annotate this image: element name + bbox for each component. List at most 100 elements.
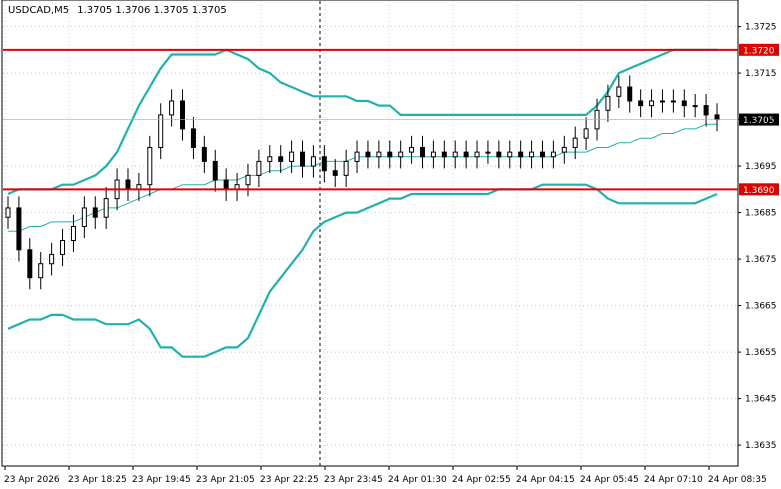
candle [616,75,622,108]
x-tick-label: 24 Apr 01:30 [388,475,447,485]
candle [518,140,524,169]
candle-body [649,100,655,107]
candle-body [289,151,295,162]
x-tick-label: 23 Apr 19:45 [132,475,191,485]
y-tick-label: 1.3655 [745,348,777,358]
level-tag [739,43,779,56]
candle [5,196,11,229]
candle-body [387,151,393,158]
y-tick-label: 1.3725 [745,23,777,33]
candle-body [507,151,513,158]
candle-body [147,146,153,186]
candle-body [38,263,44,279]
candle [70,214,76,253]
candle-body [376,151,382,158]
candle [692,94,698,118]
candle [561,135,567,164]
candle [38,252,44,290]
candle-body [70,226,76,241]
y-tick-label: 1.3685 [745,209,777,219]
candle [398,140,404,169]
candle-body [572,137,578,148]
candle [452,140,458,169]
candle [507,140,513,169]
ohlc-readout: 1.3705 1.3706 1.3705 1.3705 [77,5,227,16]
x-tick-label: 24 Apr 05:45 [580,475,639,485]
candle-body [616,86,622,97]
candle-body [245,174,251,186]
candle [343,149,349,187]
level-tag-label: 1.3720 [743,46,775,56]
current-price-tag [739,113,779,126]
candle-body [627,86,633,102]
candle [180,89,186,141]
candle [605,84,611,122]
candle-body [583,128,589,139]
symbol-timeframe: USDCAD,M5 [8,5,69,16]
candle [16,196,22,262]
candle-body [223,179,229,190]
candle-body [638,100,644,107]
x-tick-label: 23 Apr 23:45 [324,475,383,485]
candle-body [409,146,415,153]
candle [627,75,633,113]
candle [649,89,655,118]
y-tick-label: 1.3675 [745,255,777,265]
x-tick-label: 24 Apr 07:10 [644,475,703,485]
level-tag [739,183,779,196]
x-tick-label: 23 Apr 21:05 [196,475,255,485]
candle [103,187,109,229]
candle [169,89,175,127]
candle [670,89,676,113]
candle-body [518,151,524,158]
candle-body [692,105,698,108]
candle-body [398,151,404,158]
candle [539,140,545,169]
candle-body [169,100,175,116]
candle [201,135,207,174]
x-tick-label: 24 Apr 08:35 [708,475,767,485]
bollinger-lower-line [7,183,718,358]
candle-body [365,151,371,158]
candle-body [605,95,611,111]
candle-body [561,146,567,153]
x-tick-label: 24 Apr 02:55 [452,475,511,485]
candle-body [550,151,556,158]
candle [245,163,251,197]
candle [409,135,415,164]
candle-body [539,151,545,158]
y-tick-label: 1.3695 [745,162,777,172]
candle [681,89,687,118]
candle-body [670,100,676,103]
candle [703,94,709,127]
candle-body [496,151,502,158]
candle [332,159,338,187]
level-tag-label: 1.3690 [743,186,775,196]
x-tick-label: 23 Apr 2026 [4,475,60,485]
candle [92,196,98,229]
candle [212,149,218,192]
candle [49,242,55,276]
candle [419,135,425,169]
candle [463,140,469,169]
candle-body [659,100,665,103]
candle [60,228,66,267]
candle-body [201,146,207,162]
candle [387,140,393,169]
candle [27,238,33,290]
candle [659,89,665,113]
candle-body [158,114,164,148]
candle-body [256,160,262,176]
y-tick-label: 1.3665 [745,302,777,312]
candle [267,145,273,174]
candle [310,145,316,178]
candle [354,140,360,174]
candle [496,140,502,169]
candle [583,117,589,150]
candle [550,140,556,169]
candle-body [300,151,306,167]
candle [190,117,196,160]
candle-body [419,146,425,158]
candle-body [703,105,709,116]
